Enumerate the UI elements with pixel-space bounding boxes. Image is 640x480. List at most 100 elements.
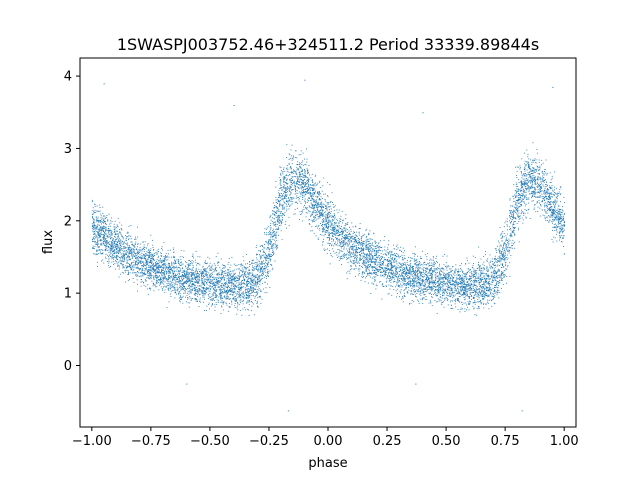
data-point bbox=[233, 274, 234, 276]
data-point bbox=[550, 192, 551, 194]
data-point bbox=[140, 268, 141, 269]
data-point bbox=[465, 275, 467, 277]
data-point bbox=[262, 261, 263, 263]
data-point bbox=[397, 277, 398, 279]
data-point bbox=[361, 244, 363, 246]
data-point bbox=[120, 273, 122, 275]
data-point bbox=[202, 271, 204, 273]
data-point bbox=[337, 225, 338, 227]
data-point bbox=[122, 259, 124, 261]
data-point bbox=[427, 275, 428, 277]
data-point bbox=[506, 259, 508, 261]
data-point bbox=[330, 211, 332, 213]
data-point bbox=[392, 277, 394, 279]
data-point bbox=[276, 219, 278, 221]
data-point bbox=[488, 276, 490, 278]
data-point bbox=[419, 287, 421, 289]
data-point bbox=[351, 237, 353, 239]
data-point bbox=[104, 239, 106, 241]
data-point bbox=[170, 268, 171, 270]
data-point bbox=[512, 225, 514, 227]
data-point bbox=[551, 213, 553, 215]
data-point bbox=[137, 244, 139, 245]
data-point bbox=[517, 202, 519, 204]
data-point bbox=[404, 278, 406, 280]
data-point bbox=[254, 289, 256, 290]
data-point bbox=[377, 275, 379, 276]
data-point bbox=[131, 248, 132, 250]
data-point bbox=[510, 205, 512, 207]
data-point bbox=[385, 273, 386, 275]
data-point bbox=[241, 270, 243, 272]
data-point bbox=[404, 295, 405, 297]
data-point bbox=[492, 296, 494, 297]
data-point bbox=[149, 269, 150, 271]
data-point bbox=[326, 202, 328, 203]
data-point bbox=[559, 239, 560, 241]
data-point bbox=[91, 224, 93, 226]
data-point bbox=[353, 241, 355, 242]
data-point bbox=[402, 262, 404, 264]
data-point bbox=[280, 193, 282, 194]
data-point bbox=[540, 178, 542, 180]
data-point bbox=[411, 274, 413, 276]
data-point bbox=[564, 224, 565, 226]
data-point bbox=[427, 280, 428, 282]
data-point bbox=[339, 239, 341, 241]
data-point bbox=[112, 250, 114, 252]
data-point bbox=[327, 218, 329, 220]
data-point bbox=[358, 232, 360, 234]
data-point bbox=[94, 227, 96, 229]
data-point bbox=[426, 258, 428, 260]
data-point bbox=[449, 268, 451, 270]
data-point bbox=[289, 174, 291, 176]
data-point bbox=[358, 228, 360, 229]
data-point bbox=[449, 277, 451, 279]
data-point bbox=[400, 246, 402, 248]
data-point bbox=[559, 186, 561, 188]
data-point bbox=[389, 260, 390, 262]
data-point bbox=[313, 218, 315, 220]
data-point bbox=[562, 217, 564, 219]
data-point bbox=[269, 229, 271, 231]
data-point bbox=[454, 303, 456, 305]
data-point bbox=[455, 300, 456, 302]
data-point bbox=[270, 225, 271, 226]
data-point bbox=[149, 278, 151, 280]
data-point bbox=[560, 201, 561, 203]
data-point bbox=[123, 242, 125, 243]
data-point bbox=[524, 213, 526, 215]
data-point bbox=[123, 272, 124, 274]
data-point bbox=[348, 254, 349, 256]
data-point bbox=[194, 288, 196, 290]
data-point bbox=[222, 277, 224, 279]
data-point bbox=[533, 191, 535, 193]
data-point bbox=[407, 274, 409, 276]
data-point bbox=[340, 256, 341, 258]
data-point bbox=[256, 244, 258, 246]
data-point bbox=[169, 263, 170, 265]
data-point bbox=[175, 261, 176, 262]
data-point bbox=[354, 275, 356, 277]
data-point bbox=[174, 279, 176, 281]
data-point bbox=[205, 268, 207, 270]
data-point bbox=[202, 279, 203, 281]
data-point bbox=[450, 283, 452, 285]
data-point bbox=[536, 165, 538, 167]
data-point bbox=[176, 275, 178, 276]
data-point bbox=[293, 181, 295, 183]
data-point bbox=[282, 195, 283, 197]
data-point bbox=[445, 274, 447, 275]
data-point bbox=[269, 259, 271, 261]
data-point bbox=[425, 287, 427, 289]
data-point bbox=[541, 201, 543, 203]
data-point bbox=[446, 298, 448, 300]
data-point bbox=[253, 284, 255, 286]
data-point bbox=[518, 195, 520, 196]
data-point bbox=[435, 272, 437, 273]
data-point bbox=[461, 282, 463, 284]
data-point bbox=[327, 222, 328, 224]
data-point bbox=[480, 277, 481, 279]
data-point bbox=[136, 261, 138, 263]
data-point bbox=[469, 290, 471, 291]
